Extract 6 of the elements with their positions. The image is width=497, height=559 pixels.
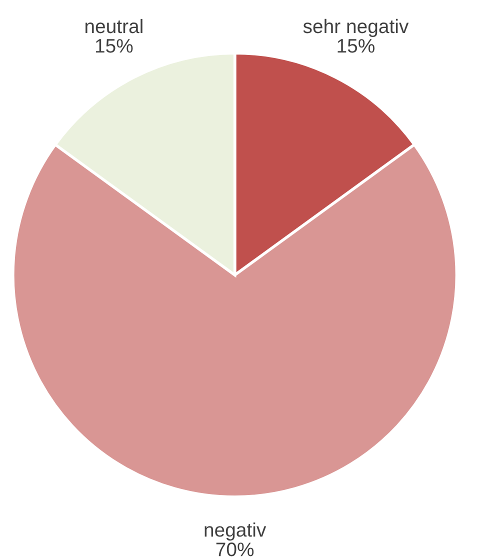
slice-label: negativ: [204, 522, 266, 541]
data-label: 15%: [338, 39, 374, 53]
slice-label: sehr negativ: [303, 18, 409, 38]
data-label: 70%: [216, 542, 254, 556]
data-label: 15%: [96, 39, 133, 53]
slice-label: neutral: [86, 18, 142, 34]
